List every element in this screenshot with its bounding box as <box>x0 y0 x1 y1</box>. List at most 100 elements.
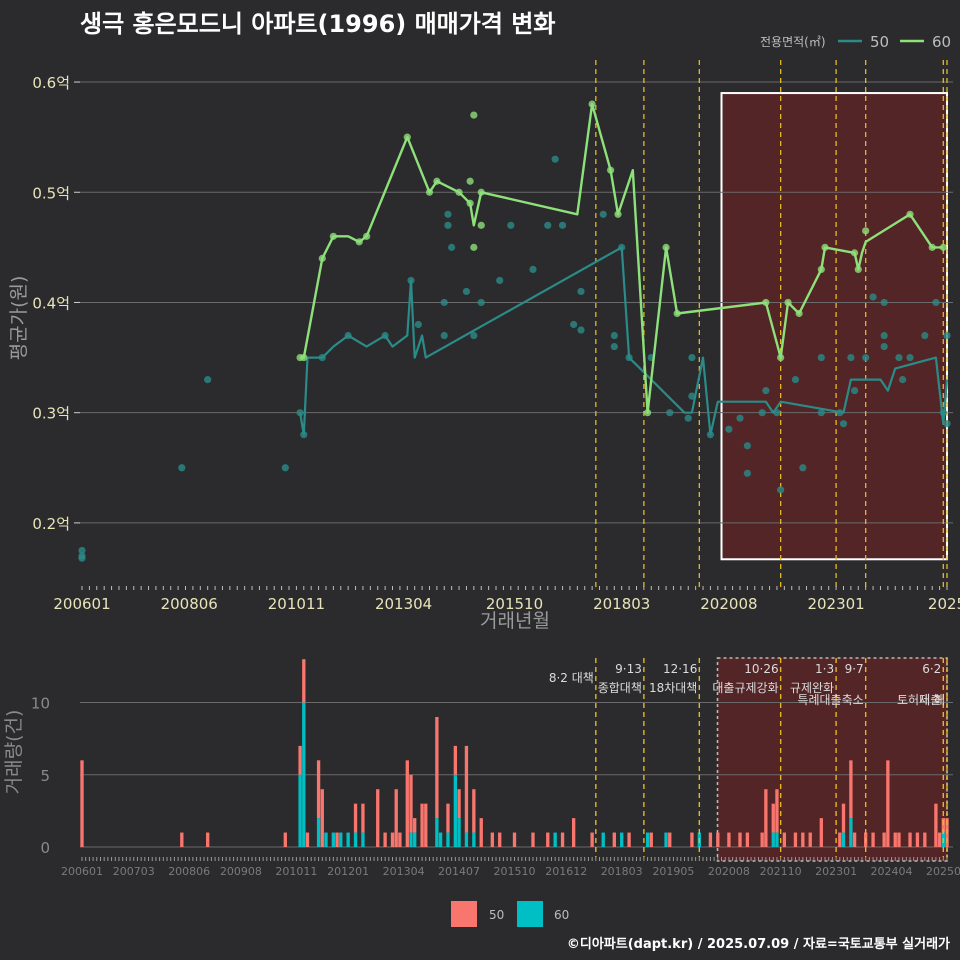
bar-50 <box>394 789 398 847</box>
highlight-box <box>720 92 948 561</box>
price-point-50 <box>743 442 751 450</box>
policy-sublabel: 종합대책 <box>598 680 642 695</box>
price-point-60 <box>470 111 478 119</box>
x-tick-label: 200806 <box>168 865 210 878</box>
price-point-50 <box>688 353 696 362</box>
legend-top: 전용면적(㎡) 50 60 <box>760 33 951 51</box>
bar-60 <box>645 832 650 847</box>
price-point-50 <box>577 287 585 296</box>
bar-60 <box>339 832 343 847</box>
price-point-50 <box>880 331 888 340</box>
price-point-50 <box>684 414 692 422</box>
bar-60 <box>409 832 413 847</box>
price-point-50 <box>725 425 733 433</box>
price-point-50 <box>906 353 914 362</box>
bar-50 <box>764 789 768 847</box>
bar-50 <box>424 803 428 847</box>
price-point-50 <box>610 342 618 351</box>
bar-50 <box>612 832 616 847</box>
bar-50 <box>398 832 402 847</box>
bar-50 <box>886 760 890 847</box>
policy-label: 9·7 <box>845 662 864 676</box>
bar-50 <box>361 803 365 833</box>
bar-60 <box>298 774 302 847</box>
price-point-50 <box>850 387 859 395</box>
price-point-50 <box>78 546 86 555</box>
bar-50 <box>649 832 653 847</box>
bar-50 <box>464 745 469 833</box>
x-tick-label: 202008 <box>700 595 757 613</box>
bar-50 <box>435 717 439 819</box>
price-point-50 <box>817 353 825 362</box>
price-point-60 <box>466 177 474 185</box>
x-tick-label: 202404 <box>871 865 913 878</box>
price-point-50 <box>666 409 674 417</box>
policy-sublabel: 규제완화 <box>790 681 834 695</box>
bar-50 <box>305 832 310 847</box>
x-tick-label: 201201 <box>327 865 369 878</box>
bar-60 <box>453 774 458 847</box>
bar-50 <box>546 832 550 847</box>
bar-50 <box>708 832 713 847</box>
bar-50 <box>838 832 842 847</box>
x-tick-label: 201612 <box>545 865 587 878</box>
y-axis-title: 거래량(건) <box>3 710 25 795</box>
price-point-50 <box>610 331 618 340</box>
price-point-50 <box>477 298 485 307</box>
bar-50 <box>298 745 302 775</box>
bar-60 <box>324 832 328 847</box>
price-point-50 <box>414 320 422 329</box>
policy-label: 12·16 <box>663 662 697 676</box>
price-point-50 <box>921 331 929 340</box>
price-point-50 <box>570 320 578 329</box>
x-tick-label: 201510 <box>486 595 543 613</box>
bar-60 <box>775 832 779 847</box>
bar-50 <box>472 789 476 833</box>
x-tick-label: 201011 <box>275 865 317 878</box>
x-tick-label: 200806 <box>161 595 218 613</box>
x-tick-label: 2025 <box>928 595 960 613</box>
bar-50 <box>627 832 631 847</box>
legend-swatch-60 <box>517 901 543 927</box>
bar-50 <box>376 789 380 847</box>
chart-title: 생극 홍은모드니 아파트(1996) 매매가격 변화 <box>80 10 556 38</box>
price-point-50 <box>558 221 567 229</box>
x-tick-label: 202008 <box>708 865 750 878</box>
price-point-50 <box>78 554 86 562</box>
price-point-50 <box>895 353 903 362</box>
price-point-50 <box>799 464 807 472</box>
bar-50 <box>531 832 535 847</box>
x-tick-label: 200601 <box>61 865 103 878</box>
price-point-60 <box>862 227 870 235</box>
price-line-50 <box>299 246 949 436</box>
bar-50 <box>453 745 458 775</box>
bar-60 <box>601 832 605 847</box>
bar-60 <box>361 832 365 847</box>
bar-50 <box>383 832 387 847</box>
price-point-50 <box>777 486 785 494</box>
bar-60 <box>346 832 350 847</box>
bar-50 <box>738 832 742 847</box>
price-point-50 <box>204 376 212 384</box>
x-tick-label: 201803 <box>601 865 643 878</box>
bar-50 <box>915 832 920 847</box>
price-point-50 <box>880 298 888 307</box>
bar-60 <box>771 832 775 847</box>
price-point-50 <box>470 331 478 340</box>
legend-label-50: 50 <box>870 33 889 51</box>
bar-50 <box>690 832 694 847</box>
bar-50 <box>560 832 565 847</box>
x-tick-label: 201304 <box>383 865 425 878</box>
bar-50 <box>335 832 339 847</box>
bar-50 <box>302 659 306 703</box>
y-tick-label: 5 <box>40 767 50 785</box>
source-credit: ©디아파트(dapt.kr) / 2025.07.09 / 자료=국토교통부 실… <box>566 937 950 952</box>
price-point-50 <box>880 342 888 351</box>
bar-60 <box>353 832 358 847</box>
highlight-box-bottom <box>716 657 948 862</box>
price-point-50 <box>862 353 870 362</box>
bar-50 <box>893 832 897 847</box>
bar-50 <box>941 818 945 833</box>
price-point-50 <box>932 298 940 307</box>
